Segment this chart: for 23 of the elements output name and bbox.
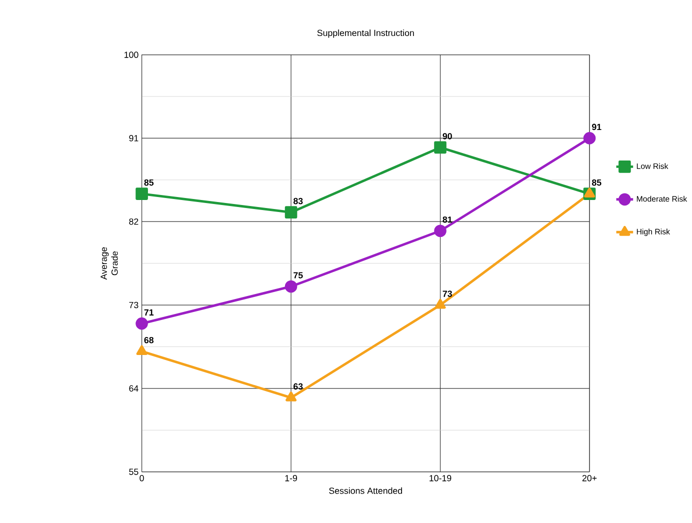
y-tick-label: 82 [129, 218, 138, 225]
data-label: 83 [293, 198, 303, 204]
y-tick-label: 91 [129, 135, 138, 142]
y-tick-label: 64 [129, 385, 138, 392]
data-label: 81 [442, 216, 452, 223]
x-axis-title: Sessions Attended [329, 487, 402, 494]
data-label: 85 [592, 179, 602, 186]
data-label: 85 [144, 179, 154, 186]
y-tick-label: 55 [129, 468, 138, 476]
data-label: 73 [442, 290, 452, 297]
chart-title: Supplemental Instruction [317, 30, 414, 38]
data-label: 71 [144, 309, 154, 316]
x-tick-label: 20+ [582, 475, 597, 482]
x-tick-label: 10-19 [430, 475, 452, 482]
y-tick-label: 100 [124, 52, 138, 58]
y-axis-title: Average Grade [100, 247, 118, 280]
data-label: 75 [294, 272, 303, 278]
data-label: 91 [592, 124, 602, 130]
data-label: 68 [144, 337, 154, 344]
y-tick-label: 73 [129, 302, 138, 308]
data-label: 90 [442, 133, 452, 140]
x-tick-label: 1-9 [285, 475, 298, 482]
x-tick-label: 0 [140, 475, 144, 482]
